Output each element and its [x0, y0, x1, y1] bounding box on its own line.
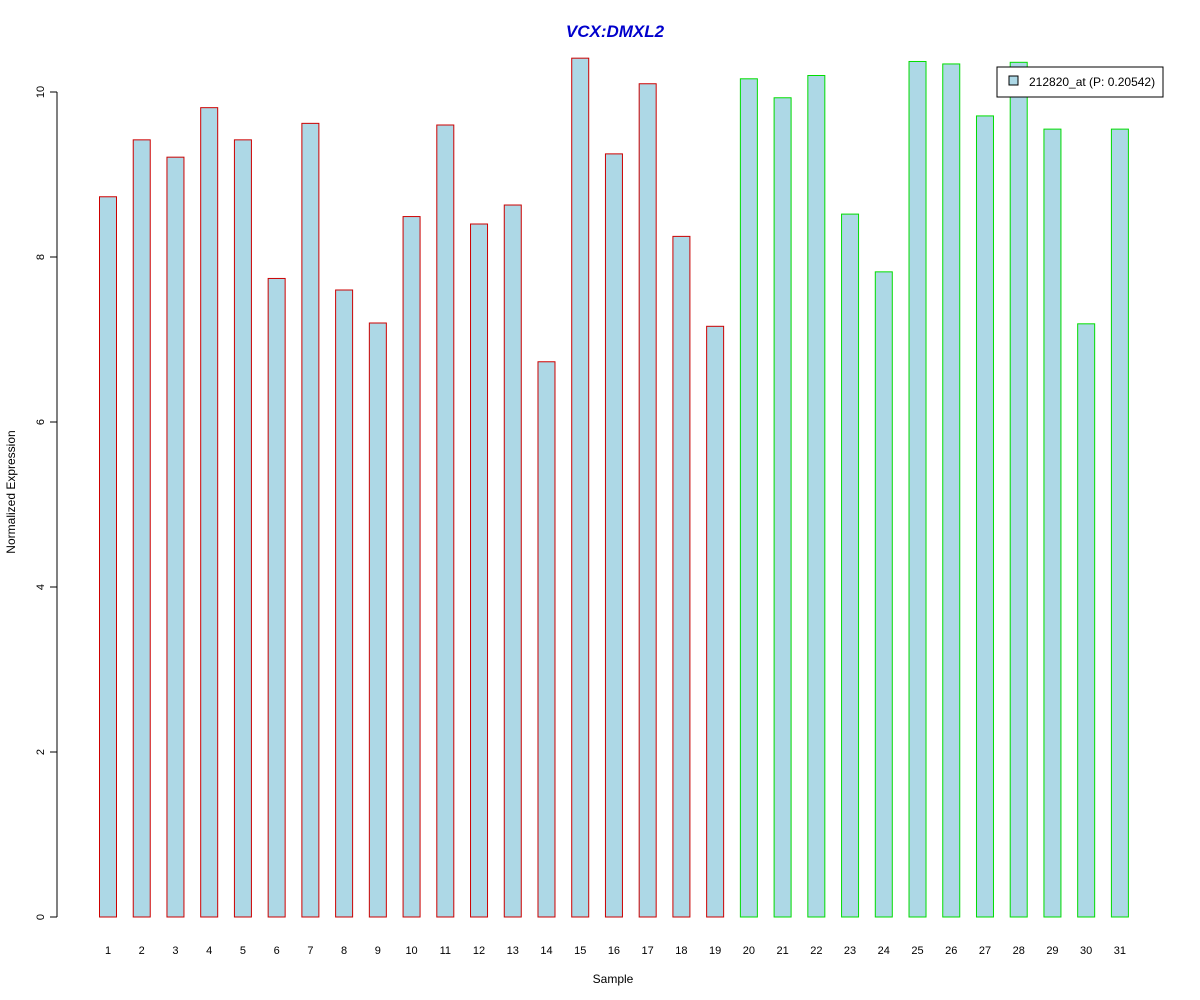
x-tick-label: 19: [709, 945, 721, 957]
bar: [739, 78, 758, 918]
y-tick-label: 0: [35, 914, 47, 920]
bar: [200, 107, 219, 918]
x-tick-label: 12: [473, 945, 485, 957]
bar: [807, 75, 826, 918]
x-axis-label: Sample: [593, 972, 634, 986]
bar: [1077, 323, 1096, 918]
bar: [470, 223, 489, 918]
x-tick-label: 11: [440, 945, 451, 957]
bar: [166, 156, 185, 918]
bar: [1043, 128, 1062, 918]
legend-swatch: [1008, 75, 1019, 86]
bar: [99, 196, 117, 918]
x-tick-label: 15: [574, 945, 586, 957]
bar: [874, 271, 893, 918]
x-tick-label: 6: [274, 945, 280, 957]
legend: 212820_at (P: 0.20542): [996, 66, 1164, 98]
y-axis: 0 2 4 6 8 10: [35, 86, 58, 920]
bar: [942, 63, 961, 918]
bars: [99, 57, 1129, 918]
x-tick-label: 25: [911, 945, 923, 957]
bar: [368, 322, 387, 918]
x-axis-tick-labels: 1 2 3 4 5 6 7 8 9 10 11 12 13 14 15 16 17 18 19 20 21 22 23 24 2…: [105, 945, 1126, 957]
bar: [841, 213, 860, 918]
x-tick-label: 18: [675, 945, 687, 957]
bar: [975, 115, 994, 918]
y-tick-label: 10: [35, 86, 47, 98]
y-tick-label: 4: [35, 584, 47, 590]
legend-box: [996, 66, 1164, 98]
bar: [908, 60, 927, 918]
x-tick-label: 23: [844, 945, 856, 957]
x-tick-label: 16: [608, 945, 620, 957]
x-tick-label: 10: [405, 945, 417, 957]
x-tick-label: 22: [810, 945, 822, 957]
x-tick-label: 2: [139, 945, 145, 957]
y-tick-label: 6: [35, 419, 47, 425]
bar: [638, 83, 657, 918]
chart-title: VCX:DMXL2: [566, 22, 665, 41]
bar: [1110, 128, 1129, 918]
x-tick-label: 24: [878, 945, 890, 957]
x-tick-label: 3: [172, 945, 178, 957]
legend-label: 212820_at (P: 0.20542): [1029, 75, 1155, 89]
x-tick-label: 31: [1114, 945, 1126, 957]
x-tick-label: 17: [642, 945, 654, 957]
bar: [402, 216, 421, 918]
bar: [132, 139, 151, 918]
bar: [672, 235, 691, 918]
x-tick-label: 7: [307, 945, 313, 957]
bar: [436, 124, 455, 918]
bar: [233, 139, 252, 918]
bar: [503, 204, 522, 918]
bar: [1009, 61, 1028, 918]
x-tick-label: 20: [743, 945, 755, 957]
x-tick-label: 4: [206, 945, 212, 957]
x-tick-label: 21: [776, 945, 788, 957]
x-tick-label: 26: [945, 945, 957, 957]
y-tick-label: 2: [35, 749, 47, 755]
x-tick-label: 5: [240, 945, 246, 957]
bar: [706, 325, 725, 918]
bar: [301, 122, 320, 918]
x-tick-label: 28: [1013, 945, 1025, 957]
x-tick-label: 13: [507, 945, 519, 957]
bar: [773, 97, 792, 918]
y-tick-label: 8: [35, 254, 47, 260]
x-tick-label: 27: [979, 945, 991, 957]
x-tick-label: 30: [1080, 945, 1092, 957]
x-tick-label: 14: [540, 945, 552, 957]
x-tick-label: 9: [375, 945, 381, 957]
x-tick-label: 29: [1046, 945, 1058, 957]
bar: [571, 57, 590, 918]
bar: [537, 361, 556, 918]
bar: [604, 153, 623, 918]
bar: [267, 277, 286, 918]
x-tick-label: 1: [105, 945, 111, 957]
x-tick-label: 8: [341, 945, 347, 957]
y-axis-label: Normalized Expression: [4, 430, 18, 553]
bar: [335, 289, 354, 918]
